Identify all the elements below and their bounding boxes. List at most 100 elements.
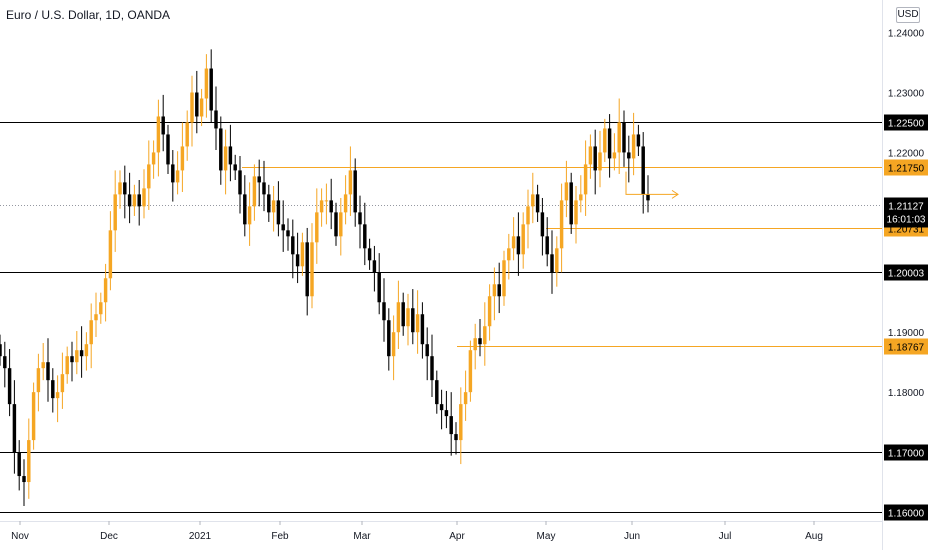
last-price-tag [884, 197, 928, 228]
candle-body [195, 92, 199, 117]
candle-body [281, 224, 285, 231]
currency-badge[interactable]: USD [896, 7, 920, 23]
time-tick-label: 2021 [189, 531, 212, 542]
candle-body [142, 188, 146, 207]
candle-body [415, 314, 420, 333]
level-price-tag [884, 444, 928, 461]
candle-body [353, 170, 357, 213]
time-tick-label: Jul [719, 531, 732, 542]
candle-body [483, 326, 487, 345]
level-price-label: 1.22500 [888, 119, 925, 130]
candle-body [363, 224, 367, 249]
time-tick-label: Nov [11, 531, 29, 542]
time-tick-label: Aug [805, 531, 823, 542]
level-price-label: 1.20731 [888, 225, 925, 236]
candle-body [75, 350, 79, 363]
candle-body [535, 194, 540, 213]
candle-body [526, 206, 530, 225]
candle-body [0, 344, 2, 357]
level-price-label: 1.20003 [888, 269, 925, 280]
candle-body [108, 230, 113, 279]
candle-body [430, 356, 434, 381]
candle-body [12, 404, 17, 453]
candle-body [641, 146, 645, 195]
candle-body [204, 68, 209, 99]
candle-body [468, 350, 473, 393]
candle-body [17, 452, 21, 477]
candle-body [343, 194, 348, 213]
candle-body [137, 194, 141, 207]
candle-body [463, 392, 468, 405]
last-price-label: 1.21127 [888, 202, 924, 213]
candle-body [257, 176, 261, 183]
candle-body [46, 362, 50, 381]
candle-body [199, 98, 204, 117]
candle-body [151, 152, 156, 165]
candle-body [435, 380, 439, 405]
candle-body [51, 380, 55, 399]
candle-body [473, 338, 477, 351]
candle-body [300, 242, 305, 267]
candle-body [478, 338, 482, 345]
level-price-tag [884, 159, 928, 176]
candle-body [7, 368, 12, 405]
candle-body [367, 248, 372, 261]
candle-body [555, 248, 559, 273]
candle-body [223, 146, 228, 171]
candle-body [339, 212, 343, 237]
candle-body [358, 212, 362, 225]
candle-body [579, 194, 583, 201]
candle-body [627, 152, 631, 159]
candle-body [559, 200, 564, 249]
candle-body [209, 68, 213, 111]
candle-body [127, 194, 132, 207]
candle-body [147, 164, 151, 189]
candle-body [444, 410, 449, 417]
candle-body [607, 128, 612, 159]
candle-body [511, 236, 516, 249]
candle-body [521, 224, 525, 255]
candle-body [598, 152, 602, 171]
candle-body [617, 122, 621, 153]
level-price-tag [884, 338, 928, 355]
price-tick-label: 1.18000 [888, 388, 925, 399]
candle-body [574, 200, 578, 225]
time-tick-label: May [537, 531, 556, 542]
candle-body [3, 356, 7, 369]
candle-body [31, 392, 36, 441]
time-tick-label: Dec [100, 531, 118, 542]
candle-body [262, 182, 266, 195]
candle-body [166, 134, 170, 165]
candle-body [324, 200, 329, 202]
candle-body [372, 260, 377, 273]
candle-body [70, 356, 74, 363]
overlay [625, 171, 679, 199]
candle-body [55, 392, 60, 399]
candle-body [497, 284, 501, 297]
candle-body [276, 200, 281, 225]
candle-body [89, 320, 93, 345]
candle-body [396, 302, 401, 333]
candles [0, 49, 650, 507]
time-tick-label: Mar [353, 531, 371, 542]
candle-body [425, 344, 429, 357]
candle-body [454, 434, 458, 441]
level-price-tag [884, 264, 928, 281]
candle-body [420, 314, 425, 345]
candle-body [79, 350, 84, 357]
candle-body [516, 236, 521, 255]
candle-body [646, 194, 650, 201]
candle-body [118, 182, 122, 195]
candle-body [593, 146, 597, 171]
candle-body [411, 308, 415, 333]
candle-body [252, 176, 257, 207]
candle-body [247, 206, 252, 225]
price-tick-label: 1.19000 [888, 328, 925, 339]
candle-body [238, 170, 242, 195]
horizontal-levels: 1.22500 1.21750 1.20731 1.20003 1.18767 1.170… [0, 114, 928, 521]
candle-body [382, 302, 386, 321]
candle-body [22, 476, 26, 483]
candle-body [41, 362, 45, 369]
candle-body [540, 212, 545, 237]
